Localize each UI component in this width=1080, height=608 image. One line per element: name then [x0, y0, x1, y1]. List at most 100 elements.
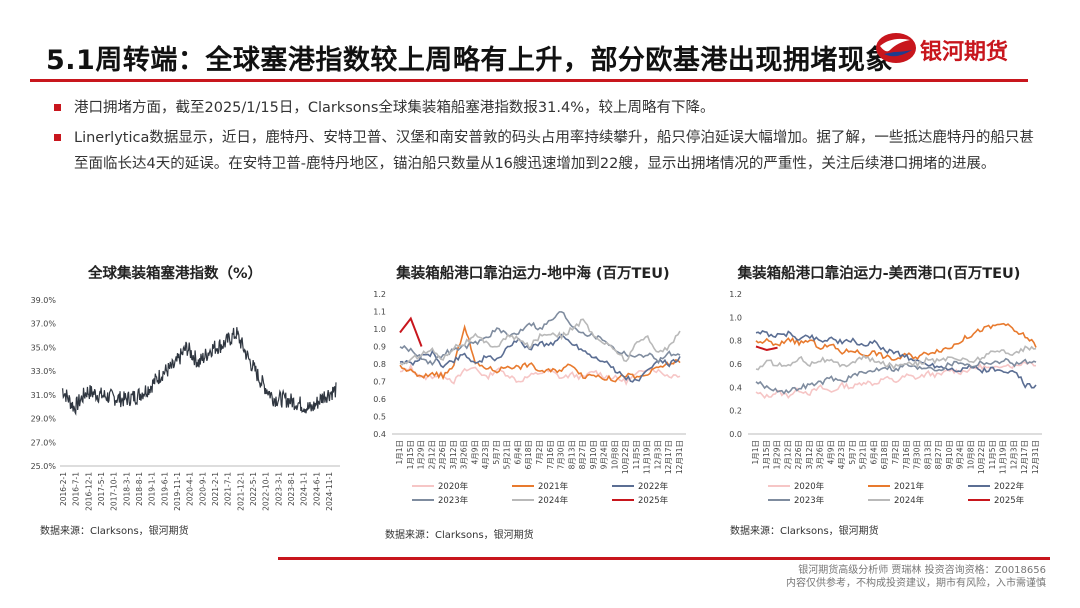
x-tick-label: 2016-7-1 — [72, 472, 81, 506]
x-tick-label: 12月17日 — [1020, 440, 1029, 474]
x-tick-label: 2019-6-1 — [160, 472, 169, 506]
x-tick-label: 8月13日 — [567, 440, 576, 469]
x-tick-label: 7月16日 — [902, 440, 911, 469]
x-tick-label: 2019-1-1 — [148, 472, 157, 506]
y-tick-label: 0.4 — [373, 430, 386, 439]
x-tick-label: 2月26日 — [794, 440, 803, 469]
x-tick-label: 1月1日 — [751, 440, 760, 465]
x-tick-label: 7月30日 — [557, 440, 566, 469]
legend-label: 2022年 — [638, 481, 669, 492]
y-tick-label: 31.0% — [31, 391, 57, 400]
x-tick-label: 1月29日 — [773, 440, 782, 469]
x-tick-label: 12月3日 — [653, 440, 662, 469]
y-tick-label: 1.0 — [729, 313, 742, 322]
x-tick-label: 10月22日 — [621, 440, 630, 474]
x-tick-label: 3月26日 — [816, 440, 825, 469]
chart3-title: 集装箱船港口靠泊运力-美西港口(百万TEU) — [737, 266, 1021, 282]
x-tick-label: 9月24日 — [956, 440, 965, 469]
x-tick-label: 10月8日 — [966, 440, 975, 469]
x-tick-label: 2024-6-1 — [312, 472, 321, 506]
y-tick-label: 29.0% — [31, 415, 57, 424]
title-divider — [30, 79, 1028, 82]
y-tick-label: 0.0 — [729, 430, 742, 439]
mediterranean-capacity-chart: 0.4 0.5 0.6 0.7 0.8 0.9 1.0 1.1 1.2 1月1日 1月15日 1月29… — [373, 290, 686, 506]
legend-label: 2021年 — [894, 481, 925, 492]
x-tick-label: 9月24日 — [600, 440, 609, 469]
x-tick-label: 12月31日 — [675, 440, 684, 474]
x-tick-label: 2022-5-1 — [249, 472, 258, 506]
legend-label: 2025年 — [994, 495, 1025, 506]
y-tick-label: 0.2 — [729, 407, 742, 416]
bullet-text: 港口拥堵方面，截至2025/1/15日，Clarksons全球集装箱船塞港指数报… — [74, 100, 715, 116]
y-tick-label: 1.2 — [373, 290, 386, 299]
x-tick-label: 2021-2-1 — [211, 472, 220, 506]
y-tick-label: 0.9 — [373, 343, 386, 352]
bullet-item: Linerlytica数据显示，近日，鹿特丹、安特卫普、汉堡和南安普敦的码头占用… — [54, 125, 1034, 177]
chart1-title: 全球集装箱塞港指数（%） — [87, 266, 263, 282]
bullet-square-icon — [54, 134, 61, 141]
legend-label: 2023年 — [438, 495, 469, 506]
y-tick-label: 0.5 — [373, 413, 386, 422]
bullet-square-icon — [54, 104, 61, 111]
y-tick-label: 0.8 — [729, 337, 742, 346]
congestion-index-line — [61, 327, 337, 416]
series-line — [399, 333, 681, 383]
bullet-item: 港口拥堵方面，截至2025/1/15日，Clarksons全球集装箱船塞港指数报… — [54, 95, 1034, 121]
x-tick-label: 2023-3-1 — [274, 472, 283, 506]
legend-label: 2020年 — [794, 481, 825, 492]
y-tick-label: 0.6 — [373, 395, 386, 404]
y-tick-label: 0.7 — [373, 378, 386, 387]
y-tick-label: 27.0% — [31, 438, 57, 447]
series-line — [755, 345, 778, 352]
y-tick-label: 35.0% — [31, 343, 57, 352]
y-tick-label: 1.1 — [373, 308, 386, 317]
congestion-index-chart: 25.0% 27.0% 29.0% 31.0% 33.0% 35.0% 37.0% 39.0%… — [31, 296, 340, 511]
x-tick-label: 2月26日 — [438, 440, 447, 469]
x-tick-label: 9月10日 — [589, 440, 598, 469]
x-tick-label: 2021-7-1 — [224, 472, 233, 506]
logo-text: 银河期货 — [920, 40, 1009, 65]
x-tick-label: 4月23日 — [481, 440, 490, 469]
series-line — [399, 311, 681, 366]
x-tick-label: 11月19日 — [643, 440, 652, 474]
x-tick-label: 8月27日 — [934, 440, 943, 469]
x-tick-label: 2019-11-1 — [173, 472, 182, 511]
x-tick-label: 2018-8-1 — [135, 472, 144, 506]
x-tick-label: 9月10日 — [945, 440, 954, 469]
footer-disclaimer: 银河期货高级分析师 贾瑞林 投资咨询资格：Z0018656 内容仅供参考，不构成… — [786, 564, 1046, 590]
chart2-source: 数据来源：Clarksons，银河期货 — [385, 530, 534, 541]
x-tick-label: 2024-1-1 — [300, 472, 309, 506]
series-line — [755, 322, 1037, 361]
x-tick-label: 11月5日 — [988, 440, 997, 469]
y-tick-label: 25.0% — [31, 462, 57, 471]
x-tick-label: 5月21日 — [859, 440, 868, 469]
x-tick-label: 6月4日 — [869, 440, 878, 465]
page-title: 5.1周转端：全球塞港指数较上周略有上升，部分欧基港出现拥堵现象 — [46, 45, 893, 76]
y-tick-label: 0.4 — [729, 383, 742, 392]
galaxy-logo-icon — [876, 33, 916, 63]
bullet-text: Linerlytica数据显示，近日，鹿特丹、安特卫普、汉堡和南安普敦的码头占用… — [74, 130, 1034, 172]
legend-label: 2020年 — [438, 481, 469, 492]
x-tick-label: 4月9日 — [470, 440, 479, 465]
x-tick-label: 6月18日 — [524, 440, 533, 469]
x-tick-label: 11月19日 — [999, 440, 1008, 474]
footer-divider — [278, 557, 1050, 560]
x-tick-label: 11月5日 — [632, 440, 641, 469]
x-tick-label: 8月27日 — [578, 440, 587, 469]
x-tick-label: 7月30日 — [913, 440, 922, 469]
x-tick-label: 2月12日 — [427, 440, 436, 469]
series-line — [399, 316, 423, 347]
x-tick-label: 2016-2-1 — [59, 472, 68, 506]
x-tick-label: 6月4日 — [513, 440, 522, 465]
legend-label: 2021年 — [538, 481, 569, 492]
x-tick-label: 7月2日 — [535, 440, 544, 465]
y-tick-label: 39.0% — [31, 296, 57, 305]
x-tick-label: 12月31日 — [1031, 440, 1040, 474]
x-tick-label: 3月12日 — [805, 440, 814, 469]
chart3-source: 数据来源：Clarksons，银河期货 — [730, 526, 879, 537]
analyst-line: 银河期货高级分析师 贾瑞林 投资咨询资格：Z0018656 — [798, 565, 1046, 576]
x-tick-label: 1月1日 — [395, 440, 404, 465]
y-tick-label: 37.0% — [31, 320, 57, 329]
x-tick-label: 12月3日 — [1009, 440, 1018, 469]
y-tick-label: 0.8 — [373, 360, 386, 369]
